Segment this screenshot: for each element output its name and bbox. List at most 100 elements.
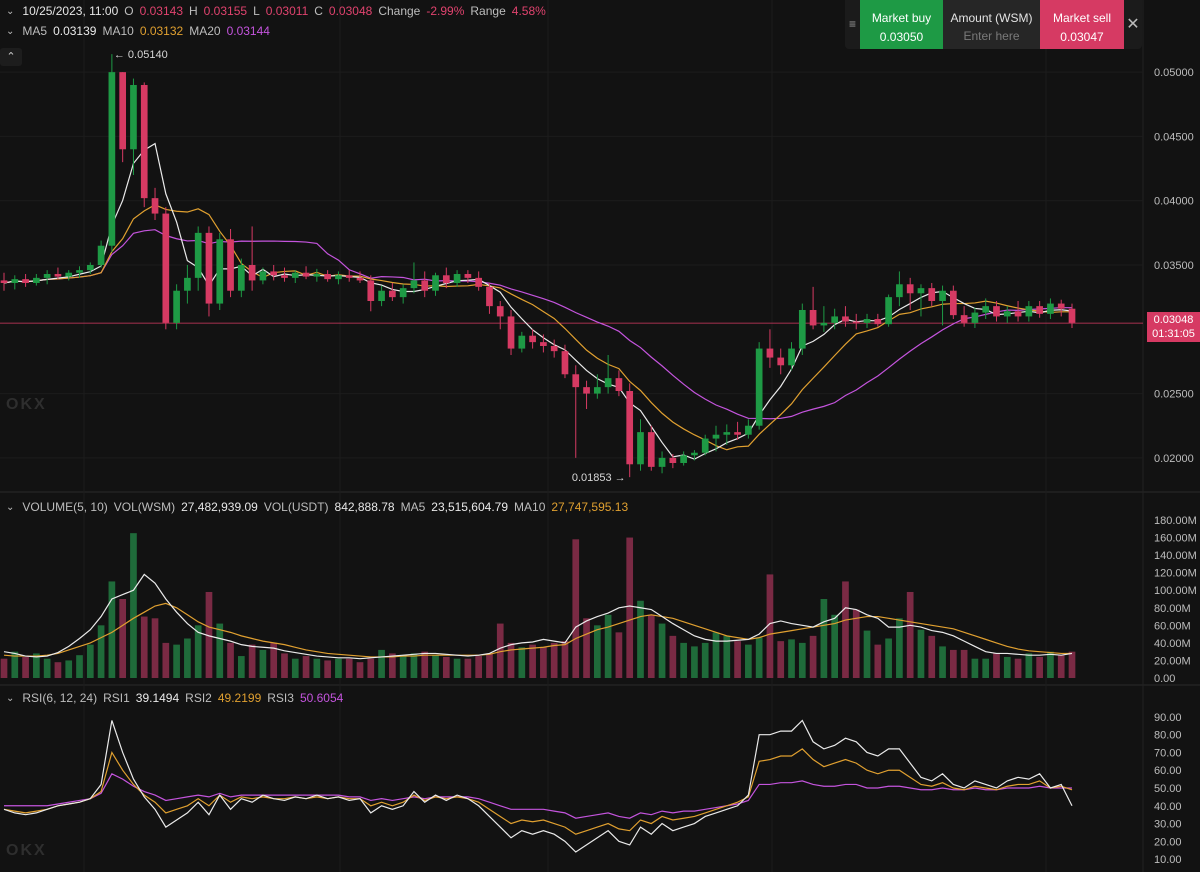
chevron-down-icon[interactable]: ⌄ bbox=[6, 692, 15, 704]
volume-bar bbox=[1057, 655, 1065, 678]
volume-ma10-line bbox=[3, 602, 1072, 658]
ma10-label: MA10 bbox=[102, 24, 134, 38]
volume-bar bbox=[184, 638, 191, 678]
rsi-axis-label: 70.00 bbox=[1154, 747, 1182, 759]
candle-body bbox=[248, 265, 256, 281]
price-axis-label: 0.05000 bbox=[1154, 67, 1194, 79]
candle-body bbox=[518, 335, 526, 349]
candle-body bbox=[270, 271, 278, 276]
vol-wsm-label: VOL(WSM) bbox=[113, 500, 176, 514]
candle-body bbox=[637, 432, 644, 465]
price-axis-label: 0.02000 bbox=[1154, 453, 1194, 465]
volume-bar bbox=[281, 653, 288, 678]
candle-body bbox=[896, 284, 903, 298]
amount-input[interactable] bbox=[949, 28, 1034, 44]
chevron-up-icon: ⌃ bbox=[6, 51, 16, 63]
candle-body bbox=[237, 265, 245, 291]
volume-bar bbox=[615, 632, 623, 678]
candle-body bbox=[798, 310, 806, 349]
candle-body bbox=[960, 315, 968, 323]
volume-bar bbox=[486, 653, 493, 678]
candle-body bbox=[583, 387, 590, 394]
volume-bar bbox=[0, 658, 8, 678]
ma-header: ⌄ MA5 0.03139 MA10 0.03132 MA20 0.03144 bbox=[6, 24, 270, 38]
volume-axis-label: 160.00M bbox=[1154, 533, 1197, 545]
volume-bar bbox=[755, 637, 763, 678]
candle-body bbox=[809, 310, 817, 326]
candle-body bbox=[745, 425, 752, 435]
volume-bar bbox=[680, 642, 687, 678]
vol-ma5-value: 23,515,604.79 bbox=[431, 500, 509, 514]
volume-bar bbox=[86, 644, 94, 678]
volume-bar bbox=[507, 642, 515, 678]
volume-bar bbox=[173, 644, 180, 678]
candle-body bbox=[108, 72, 116, 246]
collapse-button[interactable]: ⌃ bbox=[0, 48, 22, 66]
volume-bar bbox=[313, 658, 321, 678]
candle-body bbox=[647, 432, 655, 467]
volume-axis-label: 0.00 bbox=[1154, 673, 1175, 685]
rsi-header: ⌄ RSI(6, 12, 24) RSI1 39.1494 RSI2 49.2199… bbox=[6, 691, 343, 705]
volume-bar bbox=[335, 658, 342, 678]
candle-body bbox=[626, 391, 634, 465]
range-value: 4.58% bbox=[511, 4, 546, 18]
candle-body bbox=[259, 271, 267, 281]
candle-body bbox=[97, 245, 105, 265]
volume-bar bbox=[33, 653, 40, 678]
candle-body bbox=[173, 290, 180, 323]
candle-body bbox=[917, 288, 925, 294]
candle-body bbox=[86, 265, 94, 271]
volume-bar bbox=[259, 649, 267, 678]
candle-date: 10/25/2023, 11:00 bbox=[22, 4, 119, 18]
candle-body bbox=[1036, 306, 1043, 314]
ma5-label: MA5 bbox=[22, 24, 48, 38]
candle-body bbox=[345, 275, 353, 278]
market-buy-button[interactable]: Market buy 0.03050 bbox=[860, 0, 943, 49]
chevron-down-icon[interactable]: ⌄ bbox=[6, 25, 15, 37]
candle-body bbox=[734, 432, 741, 435]
candle-body bbox=[658, 457, 666, 467]
volume-bar bbox=[389, 653, 396, 678]
candle-body bbox=[572, 374, 580, 388]
amount-label: Amount (WSM) bbox=[950, 11, 1033, 25]
volume-bar bbox=[11, 651, 19, 678]
price-axis-label: 0.04000 bbox=[1154, 196, 1194, 208]
candle-body bbox=[540, 342, 547, 346]
market-sell-button[interactable]: Market sell 0.03047 bbox=[1040, 0, 1124, 49]
close-value: 0.03048 bbox=[328, 4, 373, 18]
vol-ma10-value: 27,747,595.13 bbox=[551, 500, 629, 514]
close-icon[interactable]: ✕ bbox=[1126, 16, 1140, 33]
candle-body bbox=[389, 290, 396, 298]
volume-bar bbox=[809, 635, 817, 678]
volume-axis-label: 180.00M bbox=[1154, 515, 1197, 527]
volume-bar bbox=[842, 581, 849, 678]
vol-wsm-value: 27,482,939.09 bbox=[181, 500, 258, 514]
candle-body bbox=[453, 274, 461, 283]
candle-body bbox=[680, 455, 687, 463]
volume-bar bbox=[442, 656, 450, 678]
volume-bar bbox=[583, 618, 590, 678]
market-sell-label: Market sell bbox=[1052, 11, 1111, 25]
candle-body bbox=[982, 306, 990, 313]
volume-axis-label: 80.00M bbox=[1154, 603, 1191, 615]
market-sell-price: 0.03047 bbox=[1060, 30, 1104, 44]
volume-bar bbox=[345, 658, 353, 678]
candle-body bbox=[496, 306, 504, 317]
volume-bar bbox=[798, 642, 806, 678]
candle-body bbox=[227, 239, 234, 291]
volume-axis-label: 120.00M bbox=[1154, 568, 1197, 580]
drag-handle-icon[interactable]: ≡ bbox=[848, 17, 856, 31]
volume-bar bbox=[140, 616, 148, 678]
candle-body bbox=[151, 198, 159, 214]
ma10-value: 0.03132 bbox=[139, 24, 184, 38]
chevron-down-icon[interactable]: ⌄ bbox=[6, 501, 15, 513]
volume-bar bbox=[162, 642, 170, 678]
candle-body bbox=[701, 438, 709, 453]
price-axis-label: 0.02500 bbox=[1154, 389, 1194, 401]
vol-ma10-label: MA10 bbox=[514, 500, 546, 514]
candle-body bbox=[755, 348, 763, 426]
chevron-down-icon[interactable]: ⌄ bbox=[6, 5, 15, 17]
candle-body bbox=[162, 213, 170, 323]
